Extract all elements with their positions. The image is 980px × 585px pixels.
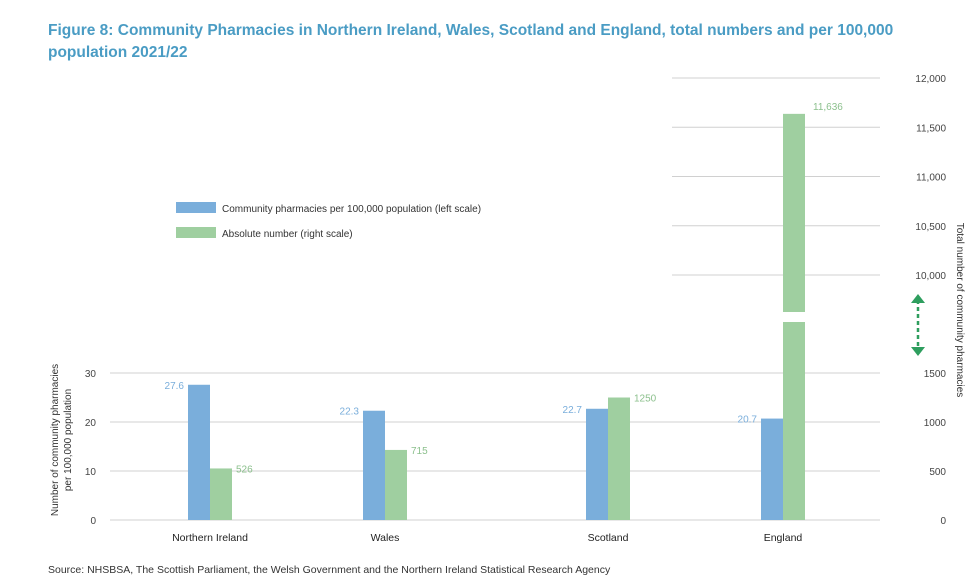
axis-break-arrowhead-down [911,347,925,356]
data-label: 27.6 [165,381,185,392]
axis-break-arrowhead-up [911,294,925,303]
left-axis-title: Number of community pharmacies per 100,00… [50,364,74,516]
right-tick-label: 10,500 [915,222,946,233]
gridlines [110,77,880,521]
chart-title: Figure 8: Community Pharmacies in Northe… [48,22,894,61]
data-label: 22.7 [563,405,583,416]
category-label: Wales [371,532,400,544]
axis-break [911,294,925,356]
legend-label: Absolute number (right scale) [222,229,353,240]
left-tick-label: 30 [85,369,97,380]
bar-per-100k [363,410,385,520]
legend-swatch [176,227,216,238]
right-axis-title: Total number of community pharmacies [954,223,965,398]
bar-per-100k [761,418,783,520]
right-tick-label: 0 [940,516,946,527]
left-tick-label: 20 [85,418,97,429]
bar-absolute [210,468,232,520]
right-tick-label: 1500 [924,369,947,380]
right-tick-label: 11,000 [916,173,946,184]
bar-absolute-lower [783,322,805,520]
axis-ticks: 0 10 20 30 0 500 1000 1500 10,000 10,500 11,000 11,… [85,74,947,527]
right-tick-label: 10,000 [915,271,946,282]
category-label: Scotland [588,532,629,544]
data-label: 11,636 [813,102,843,113]
data-label: 1250 [634,394,657,405]
source-note: Source: NHSBSA, The Scottish Parliament,… [48,564,611,576]
right-tick-label: 11,500 [916,123,946,134]
right-tick-label: 12,000 [915,74,946,85]
bar-absolute [385,449,407,520]
left-axis-title-line: per 100,000 population [63,389,74,491]
left-axis-title-line: Number of community pharmacies [50,364,61,516]
data-label: 526 [236,464,253,475]
bar-per-100k [586,408,608,520]
category-labels: Northern Ireland Wales Scotland England [172,532,802,544]
legend-swatch [176,202,216,213]
left-tick-label: 0 [90,516,96,527]
bar-absolute-upper [783,113,805,312]
data-label: 22.3 [340,407,360,418]
data-labels: 27.6 526 22.3 715 22.7 1250 20.7 11,636 [165,102,844,476]
right-tick-label: 500 [929,467,946,478]
bar-absolute [608,397,630,520]
bar-per-100k [188,384,210,520]
legend: Community pharmacies per 100,000 populat… [176,202,481,240]
left-tick-label: 10 [85,467,97,478]
category-label: England [764,532,803,544]
legend-label: Community pharmacies per 100,000 populat… [222,204,481,215]
right-tick-label: 1000 [924,418,947,429]
axis-titles: Number of community pharmacies per 100,00… [50,223,965,516]
bars [188,113,805,520]
data-label: 715 [411,446,428,457]
data-label: 20.7 [738,415,758,426]
category-label: Northern Ireland [172,532,248,544]
